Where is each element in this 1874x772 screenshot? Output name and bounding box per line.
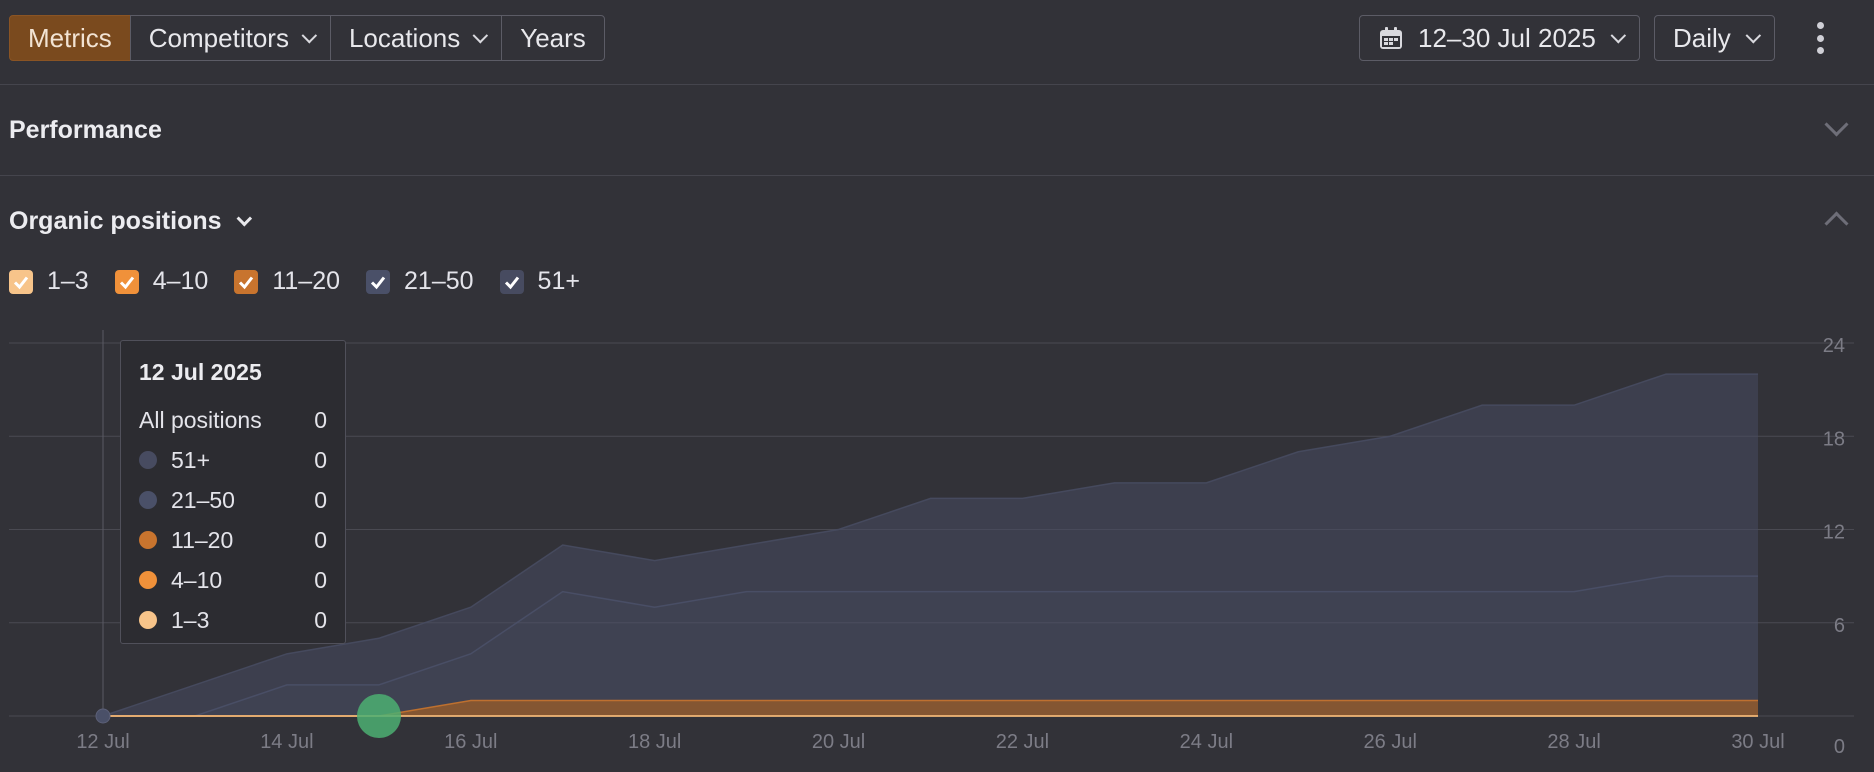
tab-label: Years [520,22,586,53]
legend-label: 1–3 [47,267,89,295]
chevron-down-icon [1610,27,1626,43]
series-dot-icon [139,451,157,469]
organic-positions-label: Organic positions [9,207,222,235]
tab-competitors[interactable]: Competitors [129,15,331,61]
series-area-51+ [103,374,1758,716]
granularity-dropdown[interactable]: Daily [1654,15,1775,61]
x-tick-label: 28 Jul [1547,731,1600,753]
cursor-marker [357,694,401,738]
date-range-label: 12–30 Jul 2025 [1418,22,1596,53]
organic-positions-chart[interactable]: 0 6 12 18 24 12 Jul 14 Jul 16 Jul 18 Jul 20 Jul 22… [0,330,1874,770]
y-tick-label: 18 [1823,428,1845,450]
tooltip-row: 21–50 0 [139,480,327,520]
series-dot-icon [139,491,157,509]
organic-positions-title[interactable]: Organic positions [9,207,252,236]
legend-item-21-50[interactable]: 21–50 [366,267,474,296]
performance-section-title[interactable]: Performance [9,116,162,144]
legend-item-11-20[interactable]: 11–20 [234,267,340,296]
legend-item-1-3[interactable]: 1–3 [9,267,89,296]
y-tick-label: 24 [1823,335,1845,357]
tooltip-row: 4–10 0 [139,560,327,600]
tooltip-total-row: All positions 0 [139,400,327,440]
x-tick-label: 12 Jul [76,731,129,753]
x-tick-label: 16 Jul [444,731,497,753]
chevron-up-icon[interactable] [1824,211,1849,236]
series-line-21–50 [103,575,1758,717]
date-range-picker[interactable]: 12–30 Jul 2025 [1359,15,1640,61]
tooltip-row-value: 0 [314,566,327,593]
x-tick-label: 30 Jul [1731,731,1784,753]
y-tick-label: 0 [1834,736,1845,758]
series-line-51+ [102,373,1758,717]
tooltip-row-value: 0 [314,606,327,633]
y-tick-label: 6 [1834,615,1845,637]
toolbar: Metrics Competitors Locations Years 12–3… [0,0,1874,84]
chevron-down-icon[interactable] [1824,112,1849,137]
tooltip-row: 1–3 0 [139,600,327,640]
chevron-down-icon [1745,27,1761,43]
chevron-down-icon [301,27,318,43]
series-legend: 1–3 4–10 11–20 21–50 51+ [9,267,580,296]
legend-item-51-plus[interactable]: 51+ [499,267,580,296]
view-tabs: Metrics Competitors Locations Years [9,15,605,61]
tab-label: Metrics [28,22,112,53]
tooltip-row-value: 0 [314,526,327,553]
tab-label: Competitors [148,22,289,53]
tab-metrics[interactable]: Metrics [9,15,131,61]
tooltip-row-label: 4–10 [171,566,223,593]
legend-label: 11–20 [272,267,341,295]
y-tick-label: 12 [1823,522,1845,544]
checkbox-icon[interactable] [114,269,139,294]
tooltip-row-label: 11–20 [171,526,234,553]
tab-label: Locations [348,22,461,53]
checkbox-icon[interactable] [234,269,259,294]
chart-tooltip: 12 Jul 2025 All positions 0 51+ 0 21–50 … [120,340,346,644]
tooltip-row-label: 1–3 [171,606,210,633]
tooltip-total-label: All positions [139,406,262,433]
series-dot-icon [139,531,157,549]
x-tick-label: 20 Jul [812,731,865,753]
hover-point [95,708,111,724]
more-options-icon[interactable] [1810,22,1830,54]
x-tick-label: 14 Jul [260,731,313,753]
tooltip-row: 51+ 0 [139,440,327,480]
tab-locations[interactable]: Locations [329,15,503,61]
legend-label: 21–50 [404,267,474,295]
series-area-21–50 [103,576,1758,716]
granularity-label: Daily [1673,22,1731,53]
divider [0,175,1874,176]
series-area-11–20 [103,700,1758,716]
chevron-down-icon [472,27,489,43]
tooltip-row: 11–20 0 [139,520,327,560]
legend-label: 51+ [537,267,580,295]
x-tick-label: 18 Jul [628,731,681,753]
checkbox-icon[interactable] [9,269,33,294]
tooltip-date: 12 Jul 2025 [139,359,262,385]
tooltip-row-label: 51+ [171,446,211,473]
tooltip-row-value: 0 [314,486,327,513]
x-tick-label: 24 Jul [1180,731,1233,753]
divider [0,84,1874,85]
tooltip-row-label: 21–50 [171,486,235,513]
tooltip-total-value: 0 [314,406,327,433]
checkbox-icon[interactable] [499,269,524,294]
legend-label: 4–10 [152,267,209,295]
calendar-icon [1380,27,1402,49]
tooltip-row-value: 0 [314,446,327,473]
series-dot-icon [139,571,157,589]
chevron-down-icon [236,210,252,227]
x-tick-label: 22 Jul [996,731,1049,753]
series-dot-icon [139,611,157,629]
checkbox-icon[interactable] [366,269,391,294]
x-tick-label: 26 Jul [1364,731,1417,753]
tab-years[interactable]: Years [501,15,605,61]
legend-item-4-10[interactable]: 4–10 [114,267,209,296]
